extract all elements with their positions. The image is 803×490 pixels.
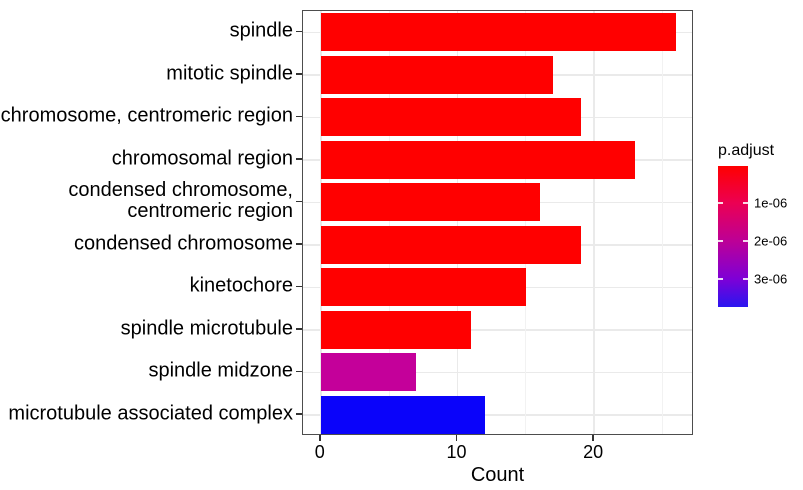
legend-tick-mark <box>743 202 748 204</box>
x-axis-tick-label: 20 <box>583 442 604 462</box>
legend-tick-mark <box>743 240 748 242</box>
legend-tick-mark <box>718 240 723 242</box>
gridline-vertical-minor <box>525 11 527 434</box>
gridline-vertical-minor <box>388 11 390 434</box>
x-axis-title: Count <box>470 464 525 486</box>
y-axis-label: spindle midzone <box>148 359 293 382</box>
gridline-vertical-major <box>456 11 459 434</box>
gridline-vertical-minor <box>662 11 664 434</box>
legend-tick-mark <box>743 278 748 280</box>
y-axis-tick-mark <box>296 158 302 160</box>
legend-tick-mark <box>718 278 723 280</box>
gridline-horizontal <box>303 371 692 373</box>
y-axis-tick-mark <box>296 30 302 32</box>
bar <box>320 225 581 264</box>
bar <box>320 310 472 349</box>
legend-gradient-bar <box>718 166 748 307</box>
plot-panel <box>302 10 693 435</box>
x-axis-tick-label: 0 <box>314 442 325 462</box>
y-axis-tick-mark <box>296 413 302 415</box>
y-axis-label: mitotic spindle <box>166 62 293 85</box>
y-axis-tick-mark <box>296 73 302 75</box>
bar <box>320 13 677 52</box>
legend-tick-label: 1e-06 <box>754 195 788 211</box>
legend-tick-label: 3e-06 <box>754 271 788 287</box>
y-axis-label: spindle <box>229 19 293 42</box>
y-axis-label: chromosome, centromeric region <box>0 104 293 127</box>
bar <box>320 395 485 434</box>
bar <box>320 183 540 222</box>
y-axis-tick-mark <box>296 115 302 117</box>
gridline-horizontal <box>303 329 692 331</box>
bar <box>320 268 526 307</box>
y-axis-label: microtubule associated complex <box>8 402 293 425</box>
y-axis-tick-mark <box>296 328 302 330</box>
y-axis-tick-mark <box>296 285 302 287</box>
x-axis-tick-label: 10 <box>446 442 467 462</box>
legend-tick-mark <box>718 202 723 204</box>
bar <box>320 55 554 94</box>
y-axis-label: spindle microtubule <box>120 317 293 340</box>
bar <box>320 353 417 392</box>
y-axis-tick-mark <box>296 243 302 245</box>
gridline-horizontal <box>303 414 692 416</box>
y-axis-label: condensed chromosome <box>73 232 293 255</box>
legend-title: p.adjust <box>718 142 775 159</box>
x-axis-tick-mark <box>455 435 458 441</box>
bar <box>320 140 636 179</box>
gridline-vertical-major <box>320 11 322 434</box>
y-axis-tick-mark <box>296 200 302 202</box>
y-axis-label: kinetochore <box>189 274 293 297</box>
y-axis-tick-mark <box>296 370 302 372</box>
bar <box>320 98 581 137</box>
y-axis-label: condensed chromosome, centromeric region <box>68 179 293 223</box>
x-axis-tick-mark <box>319 435 321 441</box>
y-axis-label: chromosomal region <box>111 147 293 170</box>
gridline-vertical-major <box>593 11 595 434</box>
x-axis-tick-mark <box>592 435 594 441</box>
legend-tick-label: 2e-06 <box>754 233 788 249</box>
